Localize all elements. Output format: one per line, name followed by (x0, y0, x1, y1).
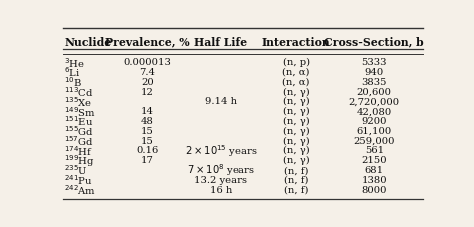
Text: 5333: 5333 (362, 58, 387, 67)
Text: $^{113}$Cd: $^{113}$Cd (64, 85, 94, 99)
Text: (n, γ): (n, γ) (283, 88, 310, 97)
Text: (n, γ): (n, γ) (283, 156, 310, 165)
Text: $7 \times 10^{8}$ years: $7 \times 10^{8}$ years (187, 163, 255, 178)
Text: 14: 14 (141, 107, 154, 116)
Text: Half Life: Half Life (194, 37, 247, 48)
Text: (n, γ): (n, γ) (283, 137, 310, 146)
Text: 15: 15 (141, 137, 154, 146)
Text: 16 h: 16 h (210, 186, 232, 195)
Text: 20: 20 (141, 78, 154, 87)
Text: (n, γ): (n, γ) (283, 97, 310, 106)
Text: (n, γ): (n, γ) (283, 107, 310, 116)
Text: Interaction: Interaction (262, 37, 330, 48)
Text: $^{135}$Xe: $^{135}$Xe (64, 95, 93, 109)
Text: Nuclide: Nuclide (64, 37, 112, 48)
Text: 259,000: 259,000 (354, 137, 395, 146)
Text: 7.4: 7.4 (139, 68, 155, 77)
Text: $^{174}$Hf: $^{174}$Hf (64, 144, 93, 158)
Text: $^{6}$Li: $^{6}$Li (64, 66, 81, 79)
Text: $^{3}$He: $^{3}$He (64, 56, 85, 70)
Text: 17: 17 (141, 156, 154, 165)
Text: $^{199}$Hg: $^{199}$Hg (64, 153, 95, 169)
Text: (n, f): (n, f) (284, 186, 309, 195)
Text: $^{157}$Gd: $^{157}$Gd (64, 134, 94, 148)
Text: $^{10}$B: $^{10}$B (64, 75, 82, 89)
Text: 15: 15 (141, 127, 154, 136)
Text: $2 \times 10^{15}$ years: $2 \times 10^{15}$ years (184, 143, 257, 159)
Text: 8000: 8000 (362, 186, 387, 195)
Text: 13.2 years: 13.2 years (194, 176, 247, 185)
Text: (n, α): (n, α) (283, 78, 310, 87)
Text: $^{241}$Pu: $^{241}$Pu (64, 173, 93, 187)
Text: 48: 48 (141, 117, 154, 126)
Text: $^{151}$Eu: $^{151}$Eu (64, 115, 93, 128)
Text: (n, p): (n, p) (283, 58, 310, 67)
Text: (n, f): (n, f) (284, 166, 309, 175)
Text: (n, α): (n, α) (283, 68, 310, 77)
Text: 2150: 2150 (362, 156, 387, 165)
Text: 9.14 h: 9.14 h (205, 97, 237, 106)
Text: 561: 561 (365, 146, 384, 155)
Text: 940: 940 (365, 68, 384, 77)
Text: $^{235}$U: $^{235}$U (64, 164, 88, 178)
Text: $^{149}$Sm: $^{149}$Sm (64, 105, 96, 119)
Text: 0.16: 0.16 (137, 146, 158, 155)
Text: $^{242}$Am: $^{242}$Am (64, 183, 97, 197)
Text: 20,600: 20,600 (357, 88, 392, 97)
Text: (n, γ): (n, γ) (283, 146, 310, 155)
Text: 3835: 3835 (362, 78, 387, 87)
Text: (n, γ): (n, γ) (283, 127, 310, 136)
Text: $^{155}$Gd: $^{155}$Gd (64, 124, 94, 138)
Text: Prevalence, %: Prevalence, % (105, 37, 190, 48)
Text: 42,080: 42,080 (356, 107, 392, 116)
Text: (n, f): (n, f) (284, 176, 309, 185)
Text: 1380: 1380 (362, 176, 387, 185)
Text: 681: 681 (365, 166, 384, 175)
Text: (n, γ): (n, γ) (283, 117, 310, 126)
Text: 0.000013: 0.000013 (123, 58, 172, 67)
Text: 2,720,000: 2,720,000 (349, 97, 400, 106)
Text: 9200: 9200 (362, 117, 387, 126)
Text: Cross-Section, b: Cross-Section, b (324, 37, 424, 48)
Text: 12: 12 (141, 88, 154, 97)
Text: 61,100: 61,100 (356, 127, 392, 136)
